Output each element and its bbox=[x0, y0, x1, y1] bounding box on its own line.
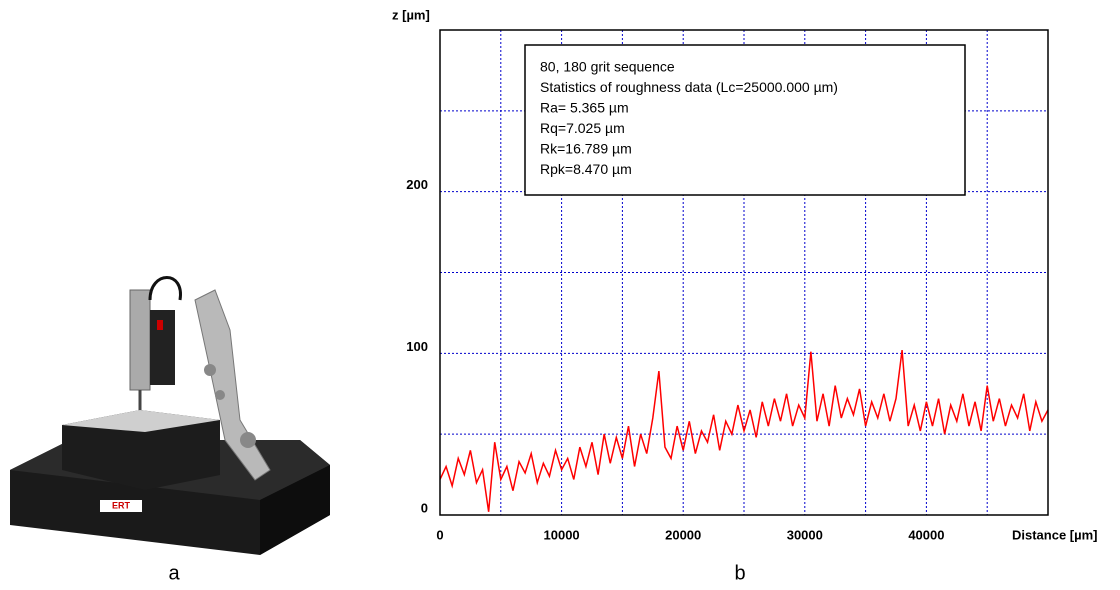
plot-frame bbox=[439, 29, 1049, 516]
x-tick-label: 20000 bbox=[665, 527, 701, 542]
x-tick-label: 30000 bbox=[787, 527, 823, 542]
x-tick-label: 0 bbox=[436, 527, 443, 542]
x-axis-label: Distance [µm] bbox=[1012, 527, 1098, 542]
data-line bbox=[439, 350, 1049, 512]
y-tick-label: 0 bbox=[421, 500, 428, 515]
annotation-line: Rk=16.789 µm bbox=[540, 141, 632, 157]
y-tick-label: 100 bbox=[406, 339, 428, 354]
annotation-line: Ra= 5.365 µm bbox=[540, 100, 629, 116]
x-tick-label: 10000 bbox=[544, 527, 580, 542]
annotation-line: 80, 180 grit sequence bbox=[540, 59, 675, 75]
svg-text:ERT: ERT bbox=[112, 500, 131, 510]
annotation-line: Rq=7.025 µm bbox=[540, 120, 625, 136]
annotation-box bbox=[524, 44, 966, 196]
x-tick-label: 40000 bbox=[908, 527, 944, 542]
annotation-line: Statistics of roughness data (Lc=25000.0… bbox=[540, 79, 838, 95]
y-tick-label: 200 bbox=[406, 177, 428, 192]
y-axis-label: z [µm] bbox=[392, 7, 430, 22]
panel-label: a bbox=[168, 562, 180, 584]
panel-label: b bbox=[734, 562, 745, 584]
annotation-line: Rpk=8.470 µm bbox=[540, 161, 632, 177]
profilometer-photo: ERT bbox=[10, 276, 330, 555]
